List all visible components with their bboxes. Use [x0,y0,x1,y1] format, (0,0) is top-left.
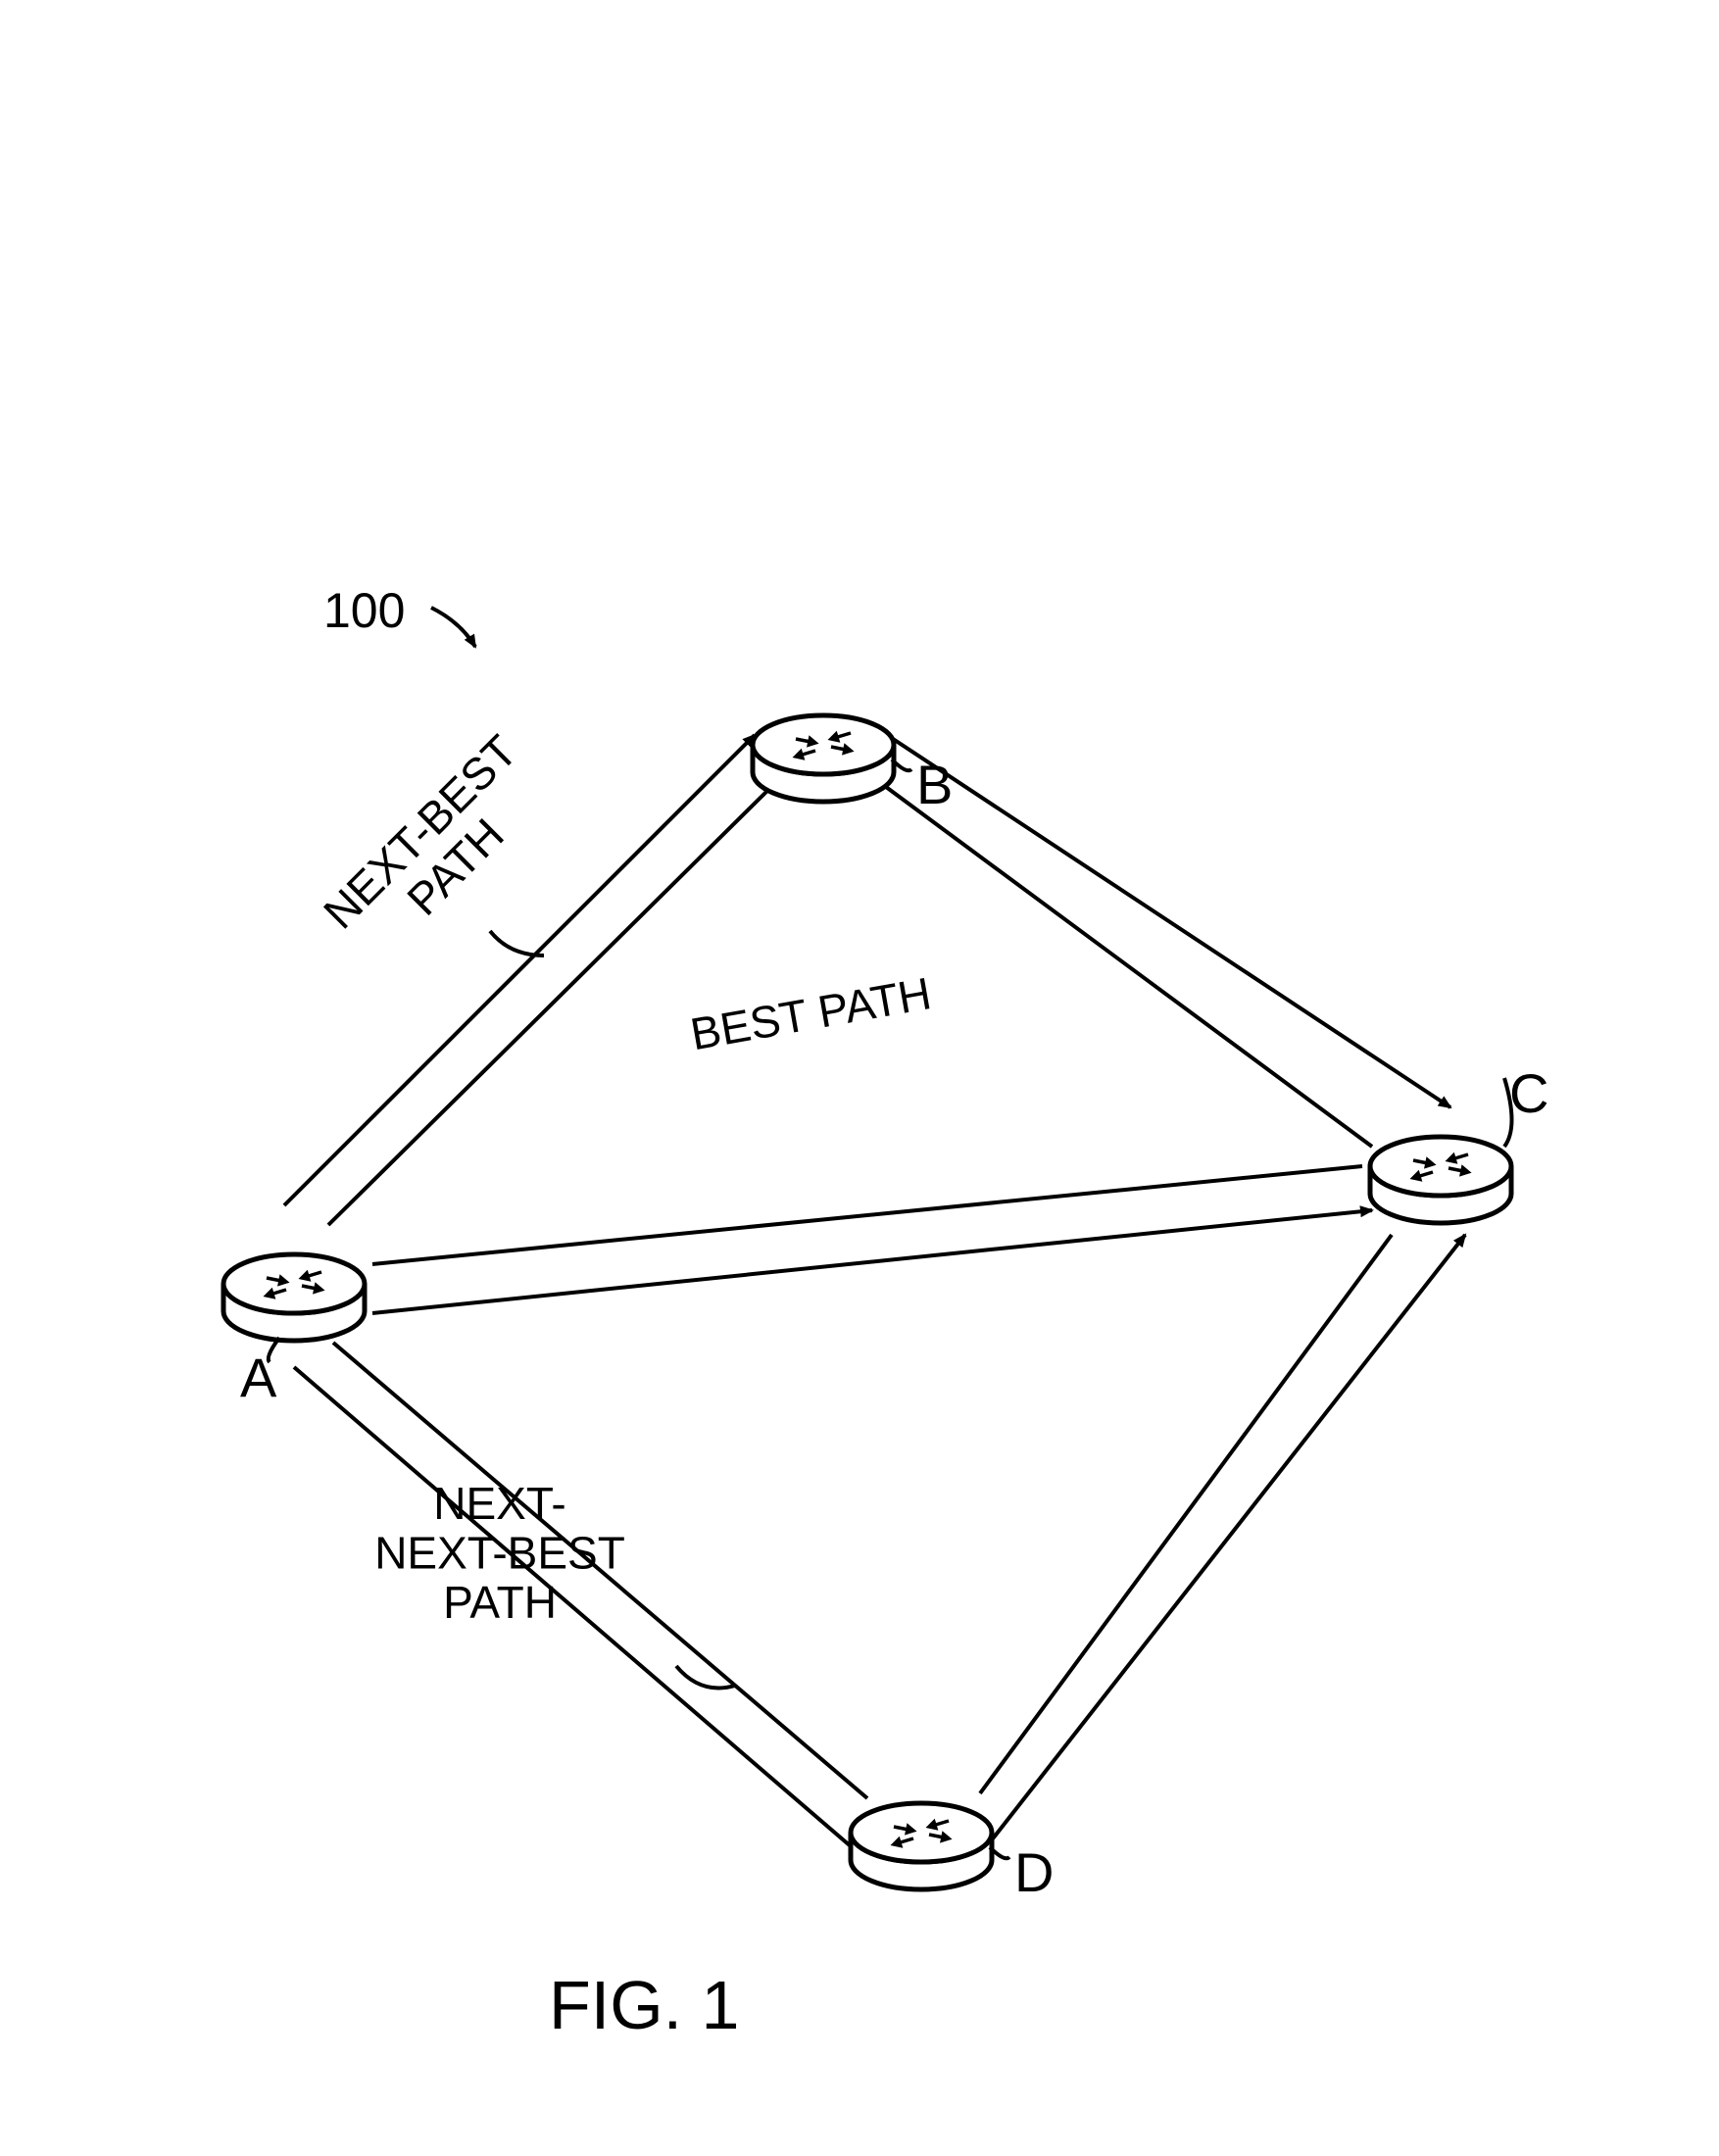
router-node-C [1370,1137,1511,1223]
ref-number-text: 100 [323,583,405,638]
edge-DC_lower [990,1235,1465,1842]
edge-AD_lower [294,1367,858,1852]
figure-caption: FIG. 1 [549,1967,739,2043]
edge-BC_lower [882,784,1372,1147]
edge-DC_upper [980,1235,1392,1793]
node-label-C: C [1509,1062,1548,1124]
path-label-next_best: NEXT-BESTPATH [314,725,562,973]
router-node-A [223,1254,365,1341]
path-label-best: BEST PATH [687,967,935,1059]
node-label-D: D [1014,1841,1054,1903]
edge-AB_upper [284,735,755,1205]
node-label-B: B [916,754,953,815]
router-node-D [851,1803,992,1889]
edge-BC_upper [872,725,1450,1107]
path-label-line: BEST PATH [687,967,935,1059]
figure-ref: 100 [323,583,475,647]
path-label-next_next_best: NEXT-NEXT-BESTPATH [374,1478,625,1628]
router-node-B [753,715,894,802]
path-label-line: NEXT-BEST [374,1528,625,1579]
node-label-A: A [240,1347,277,1408]
edge-AC_upper [372,1166,1362,1264]
edge-AC_lower [372,1210,1372,1313]
path-label-line: PATH [443,1577,557,1628]
path-label-line: NEXT- [433,1478,565,1529]
ref-arrow [431,608,475,647]
path-labels-group: BEST PATHNEXT-BESTPATHNEXT-NEXT-BESTPATH [314,725,935,1628]
